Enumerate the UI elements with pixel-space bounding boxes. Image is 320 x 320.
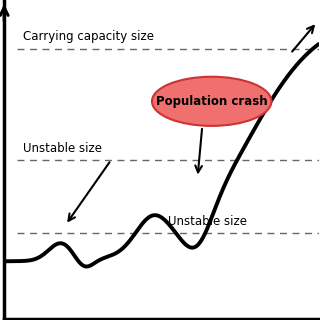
- Text: Carrying capacity size: Carrying capacity size: [23, 30, 154, 43]
- Text: Unstable size: Unstable size: [23, 142, 102, 155]
- Text: Unstable size: Unstable size: [168, 215, 247, 228]
- Ellipse shape: [152, 77, 271, 126]
- Text: Population crash: Population crash: [156, 95, 268, 108]
